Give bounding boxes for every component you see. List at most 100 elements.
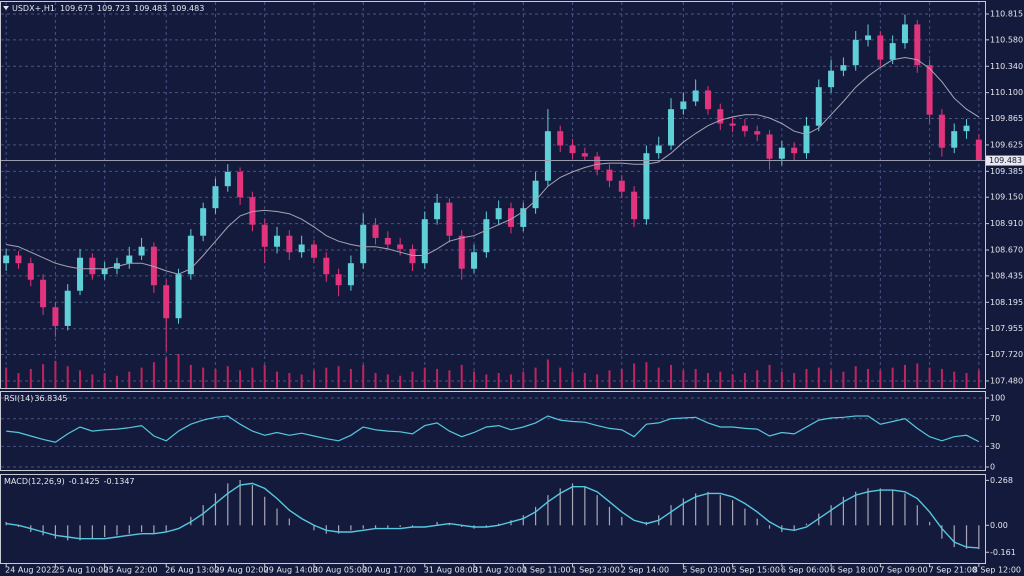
candle-body [631, 191, 638, 220]
header-open: 109.673 [60, 4, 93, 13]
volume-bar [793, 373, 796, 388]
volume-bar [645, 362, 648, 388]
y-tick-label: 108.910 [990, 219, 1023, 228]
candle-body [926, 65, 933, 115]
candle-body [877, 35, 884, 60]
volume-bar [386, 374, 389, 388]
volume-bar [780, 371, 783, 388]
volume-bar [633, 363, 636, 388]
volume-bar [448, 370, 451, 388]
y-tick-label: 110.815 [990, 9, 1023, 18]
candle-body [89, 257, 96, 275]
candle-body [975, 139, 982, 161]
volume-bar [719, 371, 722, 388]
candle-body [557, 131, 564, 146]
candle-body [606, 169, 613, 181]
y-tick-label: 109.865 [990, 114, 1023, 123]
candle-body [372, 224, 379, 238]
candle-body [40, 279, 47, 308]
x-tick-label: 31 Aug 08:00 [424, 566, 478, 575]
candle-body [495, 208, 502, 220]
volume-bar [965, 373, 968, 388]
candle-body [138, 246, 145, 256]
volume-bar [596, 374, 599, 388]
volume-bar [337, 366, 340, 388]
y-tick-label: 108.670 [990, 246, 1023, 255]
volume-bar [940, 368, 943, 388]
volume-bar [189, 364, 192, 388]
volume-bar [694, 368, 697, 388]
volume-bar [682, 370, 685, 388]
volume-bar [349, 368, 352, 388]
candle-body [581, 153, 588, 157]
volume-bar [583, 373, 586, 388]
candle-body [360, 224, 367, 264]
volume-bar [977, 370, 980, 388]
volume-bar [436, 368, 439, 388]
candle-body [828, 70, 835, 88]
candle-body [384, 237, 391, 245]
candle-body [840, 65, 847, 71]
x-tick-label: 6 Sep 06:00 [781, 566, 829, 575]
y-tick-label: 107.955 [990, 324, 1023, 333]
candle-body [766, 134, 773, 159]
candle-body [52, 307, 59, 326]
volume-bar [731, 374, 734, 388]
candle-body [249, 197, 256, 225]
header-close: 109.483 [171, 4, 204, 13]
volume-bar [276, 371, 279, 388]
x-tick-label: 30 Aug 17:00 [362, 566, 416, 575]
volume-bar [177, 354, 180, 388]
candle-body [274, 235, 281, 247]
candle-body [237, 171, 244, 198]
volume-bar [743, 373, 746, 388]
volume-bar [534, 367, 537, 388]
volume-bar [854, 366, 857, 388]
x-tick-label: 30 Aug 05:00 [313, 566, 367, 575]
volume-bar [411, 371, 414, 388]
volume-bar [916, 363, 919, 388]
y-tick-label: 108.195 [990, 298, 1023, 307]
candle-body [520, 208, 527, 227]
volume-bar [546, 359, 549, 388]
main-header: USDX+,H1 109.673 109.723 109.483 109.483 [12, 4, 204, 13]
candle-body [397, 244, 404, 249]
candle-body [335, 274, 342, 286]
macd-title: MACD(12,26,9) [4, 477, 65, 486]
y-tick-label: 0.00 [990, 521, 1008, 530]
volume-bar [29, 368, 32, 388]
volume-bar [805, 368, 808, 388]
volume-bar [842, 371, 845, 388]
y-tick-label: 107.720 [990, 350, 1023, 359]
candle-body [409, 248, 416, 264]
macd-value: -0.1425 [69, 477, 100, 486]
candle-body [434, 202, 441, 220]
candle-body [852, 39, 859, 66]
volume-bar [214, 368, 217, 388]
candle-body [791, 147, 798, 154]
candle-body [889, 43, 896, 60]
candle-body [64, 290, 71, 326]
symbol: USDX+,H1 [12, 4, 55, 13]
main-pane-frame [0, 1, 986, 389]
candle-body [680, 101, 687, 110]
candle-body [618, 180, 625, 192]
moving-average [6, 56, 980, 275]
candle-body [778, 147, 785, 159]
header-low: 109.483 [134, 4, 167, 13]
volume-bar [706, 373, 709, 388]
rsi-title: RSI(14) [4, 394, 33, 403]
x-tick-label: 25 Aug 10:00 [54, 566, 108, 575]
volume-bar [374, 373, 377, 388]
candle-body [3, 255, 10, 264]
y-tick-label: 108.435 [990, 271, 1023, 280]
x-tick-label: 5 Sep 15:00 [732, 566, 780, 575]
candle-body [532, 180, 539, 209]
candle-body [163, 285, 170, 319]
y-tick-label: 70 [990, 414, 1000, 423]
volume-bar [288, 373, 291, 388]
candle-body [655, 145, 662, 154]
rsi-line [6, 415, 980, 443]
candle-body [717, 109, 724, 124]
volume-bar [485, 374, 488, 388]
